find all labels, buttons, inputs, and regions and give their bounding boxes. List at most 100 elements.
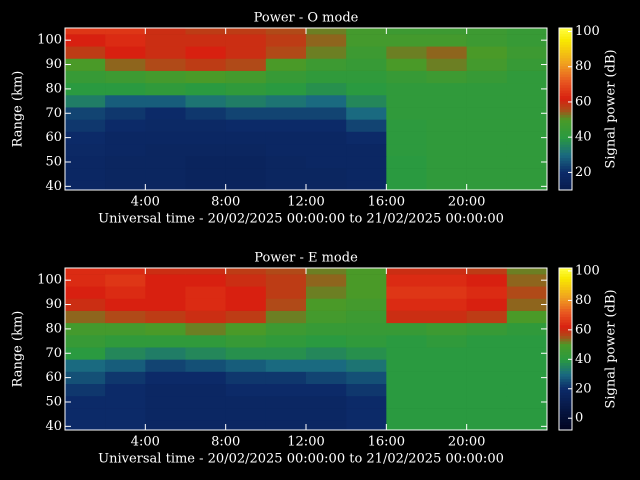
colorbar-band [559,33,572,37]
heatmap-cell [225,298,267,311]
heatmap-cell [105,143,146,157]
colorbar-band [559,281,572,285]
panel-title: Power - O mode [254,11,359,26]
colorbar-band [559,370,572,374]
heatmap-cell [265,94,307,108]
x-tick-label: 16:00 [368,195,405,210]
colorbar-band [559,378,572,382]
heatmap-cell [466,34,508,47]
colorbar-band [559,392,572,396]
colorbar-frame [558,267,573,431]
heatmap-cell [426,420,467,431]
x-tick-label: 16:00 [368,435,405,450]
heatmap-cell [426,322,467,336]
y-tick-label: 80 [45,81,62,96]
heatmap-cell [145,322,186,336]
heatmap-cell [426,82,467,96]
colorbar-band [559,65,572,69]
heatmap-cell [346,28,387,35]
heatmap-cell [426,70,467,84]
colorbar-band [559,384,572,388]
colorbar-band [559,389,572,393]
heatmap-cell [426,334,467,348]
heatmap-cell [506,383,548,397]
heatmap-cell [346,46,387,59]
heatmap-cell [346,107,387,120]
heatmap-cell [386,168,427,181]
colorbar-band [559,179,572,183]
heatmap-cell [386,119,427,132]
colorbar-band [559,403,572,407]
heatmap-cell [466,268,508,275]
heatmap-cell [466,143,508,157]
heatmap-cell [65,143,106,157]
x-tick-label: 4:00 [131,435,160,450]
heatmap-cell [386,268,427,275]
heatmap-cell [346,322,387,336]
x-tick-label: 20:00 [448,435,485,450]
heatmap-cell [346,155,387,169]
colorbar-band [559,421,572,426]
colorbar-band [559,157,572,161]
heatmap-cell [346,94,387,108]
heatmap-cell [426,408,467,421]
heatmap-cell [506,58,548,71]
heatmap-cell [506,155,548,169]
heatmap-cell [105,383,146,397]
x-axis-label: Universal time - 20/02/2025 00:00:00 to … [98,452,504,467]
colorbar-frame [558,27,573,191]
heatmap-cell [105,274,146,287]
heatmap-cell [506,94,548,108]
heatmap-cell [426,143,467,157]
y-tick-label: 80 [45,321,62,336]
heatmap-cell [426,371,467,385]
heatmap-cell [265,371,307,385]
colorbar-band [559,95,572,99]
heatmap-cell [306,155,347,169]
heatmap-cell [346,334,387,348]
colorbar-band [559,168,572,172]
heatmap-cell [65,347,106,360]
colorbar-band [559,111,572,115]
x-tick-label: 4:00 [131,195,160,210]
heatmap-cell [466,107,508,120]
colorbar-band [559,362,572,366]
heatmap-cell [346,268,387,275]
heatmap-cell [145,395,186,409]
colorbar-band [559,413,572,417]
heatmap-cell [65,131,106,145]
colorbar-tick-label: 40 [575,352,592,367]
heatmap-cell [145,334,186,348]
colorbar-band [559,138,572,142]
heatmap-cell [225,180,267,191]
heatmap-cell [506,119,548,132]
colorbar-band [559,98,572,102]
heatmap-cell [105,298,146,311]
colorbar-band [559,173,572,177]
heatmap-cell [426,286,467,299]
heatmap-cell [466,131,508,145]
heatmap-cell [65,322,106,336]
heatmap-cell [185,408,226,421]
heatmap-cell [265,420,307,431]
heatmap-cell [306,268,347,275]
heatmap-cell [346,82,387,96]
heatmap-cell [306,347,347,360]
heatmap-cell [386,155,427,169]
colorbar-band [559,87,572,91]
heatmap-cell [185,359,226,372]
heatmap-cell [65,420,106,431]
colorbar-band [559,171,572,175]
heatmap-cell [65,395,106,409]
heatmap-cell [145,408,186,421]
heatmap-cell [346,383,387,397]
colorbar-label: Signal power (dB) [604,289,619,408]
colorbar-band [559,119,572,123]
heatmap-cell [346,119,387,132]
heatmap-cell [225,58,267,71]
heatmap-cell [466,371,508,385]
colorbar-band [559,381,572,385]
heatmap-cell [225,94,267,108]
y-axis-label: Range (km) [11,71,26,148]
heatmap-cell [145,46,186,59]
